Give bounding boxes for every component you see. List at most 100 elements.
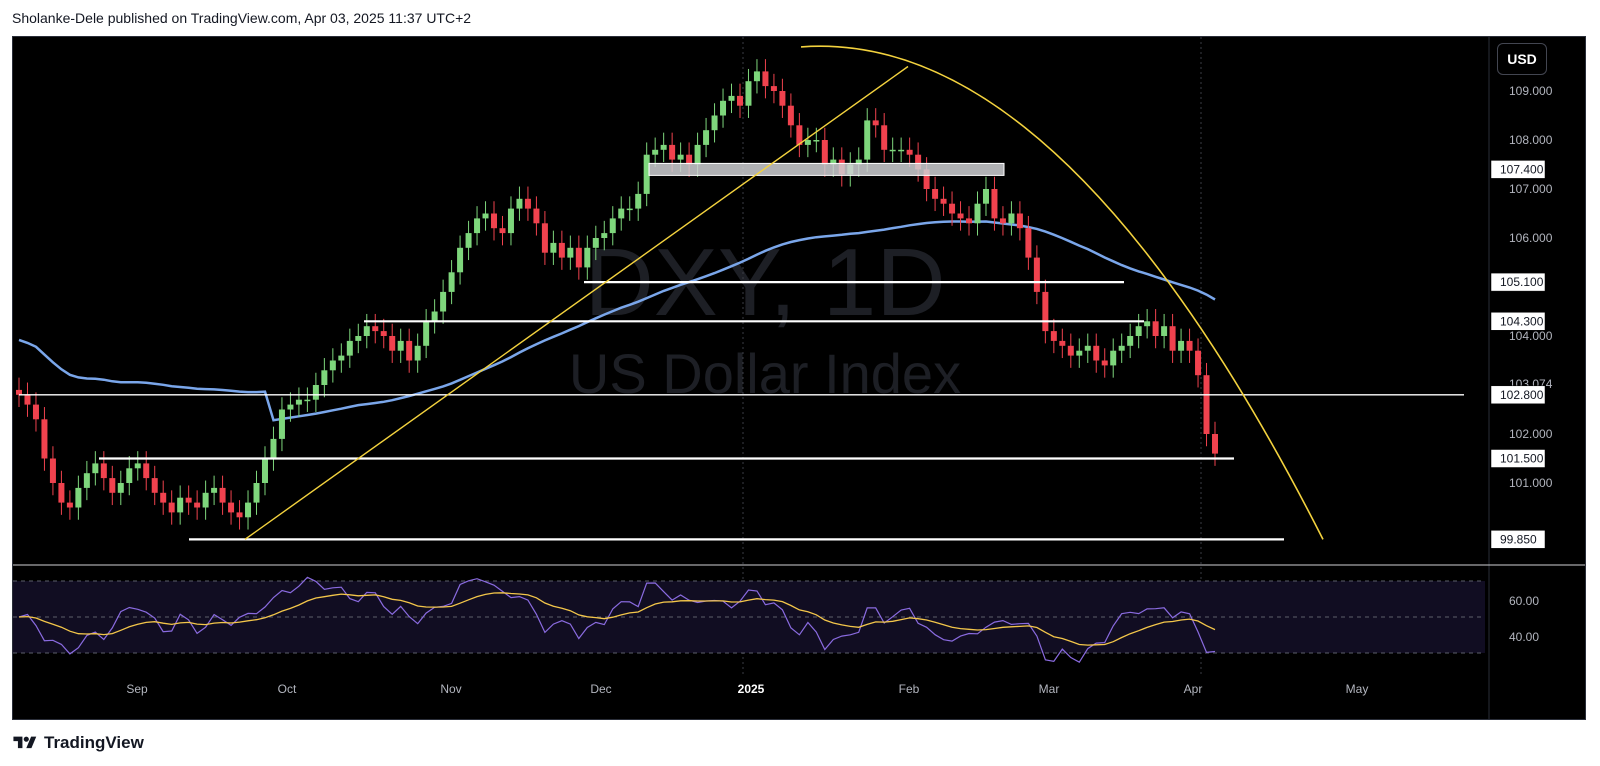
- candle-body: [474, 218, 481, 234]
- candle-body: [117, 483, 124, 493]
- candle-body: [499, 228, 506, 234]
- candle-body: [915, 154, 922, 170]
- y-tick-label: 104.000: [1509, 329, 1553, 343]
- candle-body: [1186, 340, 1193, 351]
- candle-body: [1118, 345, 1125, 351]
- candle-body: [516, 198, 523, 209]
- x-axis-label: Sep: [126, 682, 148, 696]
- x-axis-label: Nov: [440, 682, 461, 696]
- candle-body: [1144, 321, 1151, 327]
- candle-body: [567, 247, 574, 258]
- candle-body: [168, 502, 175, 513]
- candle-body: [813, 140, 820, 142]
- candle-body: [524, 198, 531, 209]
- candle-body: [287, 404, 294, 410]
- candle-body: [796, 125, 803, 145]
- x-axis-label: Dec: [590, 682, 611, 696]
- candle-body: [507, 208, 514, 234]
- candle-body: [32, 404, 39, 420]
- moving-average-line: [18, 220, 1216, 422]
- candle-body: [321, 370, 328, 385]
- footer-brand: TradingView: [44, 733, 144, 752]
- candle-body: [618, 208, 625, 219]
- candle-body: [1050, 331, 1057, 341]
- candle-body: [448, 272, 455, 292]
- y-tick-label: 107.000: [1509, 182, 1553, 196]
- candle-body: [881, 125, 888, 150]
- candle-body: [1152, 321, 1159, 336]
- x-axis-label: Oct: [278, 682, 297, 696]
- candle-body: [457, 247, 464, 273]
- candle-body: [160, 492, 167, 503]
- price-label-box: [1490, 449, 1546, 468]
- candle-body: [736, 95, 743, 106]
- tradingview-footer[interactable]: TradingView: [12, 733, 144, 753]
- candle-body: [329, 360, 336, 371]
- candle-body: [1033, 257, 1040, 292]
- price-label-box: [1490, 385, 1546, 405]
- candle-body: [245, 502, 252, 518]
- y-tick-label: 102.000: [1509, 427, 1553, 441]
- candle-body: [889, 149, 896, 152]
- candle-body: [482, 213, 489, 219]
- candle-body: [423, 321, 430, 346]
- x-axis-label: Feb: [899, 682, 920, 696]
- candle-body: [872, 120, 879, 126]
- candle-body: [1025, 228, 1032, 258]
- candle-body: [1127, 336, 1134, 346]
- candle-body: [1110, 350, 1117, 366]
- candle-body: [202, 492, 209, 508]
- candle-body: [1016, 213, 1023, 229]
- candle-body: [1135, 326, 1142, 336]
- rsi-level-label: 60.00: [1509, 594, 1539, 608]
- candle-body: [1042, 291, 1049, 332]
- candle-body: [686, 154, 693, 165]
- candle-body: [787, 105, 794, 126]
- candle-body: [830, 159, 837, 165]
- candle-body: [694, 144, 701, 165]
- candle-body: [406, 340, 413, 361]
- x-axis-label: 2025: [738, 682, 765, 696]
- x-axis-label: May: [1346, 682, 1369, 696]
- candle-body: [372, 326, 379, 332]
- x-axis-label: Mar: [1039, 682, 1060, 696]
- candle-body: [465, 233, 472, 248]
- price-label: 105.100: [1500, 275, 1544, 289]
- candle-body: [1195, 350, 1202, 376]
- candle-body: [236, 512, 243, 518]
- candle-body: [660, 144, 667, 150]
- candle-body: [389, 336, 396, 351]
- candle-body: [652, 149, 659, 155]
- candle-body: [431, 311, 438, 322]
- candle-body: [550, 242, 557, 253]
- candle-body: [745, 81, 752, 106]
- candle-body: [194, 502, 201, 508]
- candle-body: [923, 169, 930, 189]
- candle-body: [219, 487, 226, 503]
- price-label-box: [1490, 160, 1546, 179]
- candle-body: [1067, 345, 1074, 356]
- rsi-line: [18, 576, 1216, 664]
- candle-body: [677, 154, 684, 160]
- candle-body: [558, 242, 565, 258]
- candle-body: [584, 247, 591, 268]
- candle-body: [1084, 345, 1091, 351]
- candle-body: [575, 247, 582, 268]
- candle-body: [626, 208, 633, 211]
- candle-body: [966, 218, 973, 224]
- candle-body: [66, 502, 73, 508]
- chart-frame[interactable]: DXY, 1D US Dollar Index 109.000 108.000 107.…: [12, 36, 1586, 720]
- candle-body: [312, 385, 319, 400]
- candle-body: [779, 91, 786, 106]
- price-label: 107.400: [1500, 162, 1544, 176]
- publisher-line: Sholanke-Dele published on TradingView.c…: [12, 10, 472, 26]
- candle-body: [92, 463, 99, 474]
- candle-body: [211, 487, 218, 493]
- candle-body: [753, 71, 760, 82]
- currency-button[interactable]: USD: [1497, 43, 1547, 75]
- candle-body: [253, 483, 260, 503]
- candle-body: [41, 419, 48, 459]
- candle-body: [770, 86, 777, 91]
- candle-body: [380, 331, 387, 336]
